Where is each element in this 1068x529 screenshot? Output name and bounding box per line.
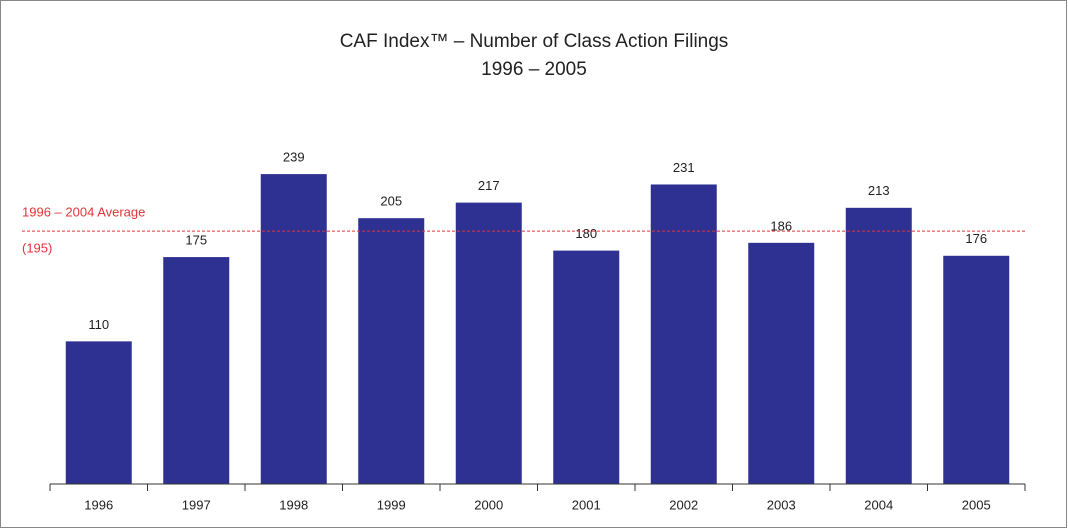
x-tick-label: 2003	[767, 497, 796, 512]
x-tick-label: 2000	[474, 497, 503, 512]
chart-title: CAF Index™ – Number of Class Action Fili…	[340, 31, 729, 52]
bar	[260, 174, 327, 484]
x-tick-label: 1999	[377, 497, 406, 512]
bar	[163, 257, 230, 484]
x-tick-label: 2004	[864, 497, 893, 512]
value-label: 176	[965, 231, 987, 246]
value-label: 175	[185, 233, 207, 248]
value-label: 231	[673, 160, 695, 175]
bar	[553, 250, 620, 484]
value-label: 205	[380, 194, 402, 209]
value-label: 239	[283, 150, 305, 165]
value-label: 180	[575, 226, 597, 241]
bar	[748, 242, 815, 484]
bar	[943, 255, 1010, 484]
bar	[845, 207, 912, 484]
x-tick-label: 2001	[572, 497, 601, 512]
x-tick-label: 2002	[669, 497, 698, 512]
x-tick-label: 1998	[279, 497, 308, 512]
average-label: 1996 – 2004 Average	[22, 205, 145, 220]
value-label: 110	[88, 317, 109, 332]
bar	[358, 218, 425, 484]
bar	[65, 341, 132, 484]
bar	[455, 202, 522, 484]
chart-subtitle: 1996 – 2005	[481, 59, 587, 80]
x-tick-label: 1996	[84, 497, 113, 512]
x-tick-label: 1997	[182, 497, 211, 512]
value-label: 213	[868, 183, 890, 198]
value-label: 186	[770, 218, 792, 233]
x-tick-label: 2005	[962, 497, 991, 512]
value-label: 217	[478, 178, 500, 193]
bar	[650, 184, 717, 484]
average-value-label: (195)	[22, 241, 52, 256]
